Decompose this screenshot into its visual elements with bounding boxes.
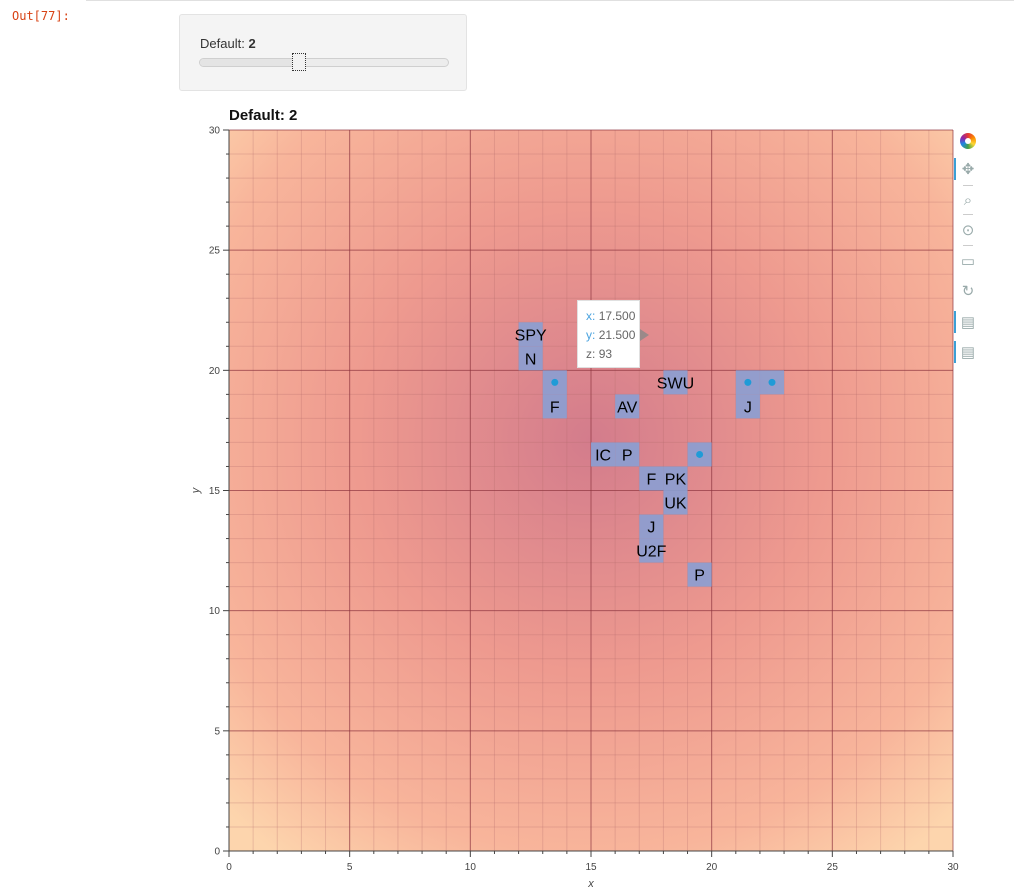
data-cell	[663, 466, 688, 491]
toolbar-divider	[963, 214, 973, 215]
cell-marker	[696, 450, 704, 458]
x-tick-label: 20	[706, 862, 718, 873]
slider-track[interactable]	[199, 53, 449, 71]
toolbar-divider	[963, 185, 973, 186]
cell-label: SPY	[515, 327, 547, 344]
output-prompt: Out[77]:	[12, 9, 70, 23]
cell-label: SWU	[657, 375, 694, 392]
save-icon[interactable]: ▭	[960, 253, 976, 270]
cell-label: IC	[595, 447, 611, 464]
data-cell	[615, 394, 640, 419]
tooltip-x-row: x: 17.500	[586, 309, 636, 323]
cell-label: J	[647, 520, 655, 537]
data-cell	[542, 394, 567, 419]
tooltip-z-row: z: 93	[586, 347, 613, 361]
data-cell	[735, 394, 760, 419]
box-zoom-icon[interactable]: ⌕	[963, 191, 973, 209]
cell-marker	[768, 378, 776, 386]
wheel-zoom-icon[interactable]: ⊙	[961, 222, 975, 239]
data-cell	[518, 322, 543, 347]
y-tick-label: 30	[209, 126, 221, 137]
cell-label: U2F	[636, 544, 666, 561]
data-cell	[639, 466, 664, 491]
reset-icon[interactable]: ↻	[961, 283, 975, 300]
cell-label: F	[646, 471, 656, 488]
cell-marker	[744, 378, 752, 386]
x-tick-label: 0	[226, 862, 232, 873]
cell-label: P	[622, 447, 633, 464]
cell-label: UK	[664, 496, 687, 513]
hover-tooltip: x: 17.500 y: 21.500 z: 93	[577, 300, 640, 368]
x-tick-label: 25	[827, 862, 839, 873]
y-tick-label: 10	[209, 606, 221, 617]
plot-title: Default: 2	[229, 107, 298, 124]
x-axis-label: x	[587, 878, 594, 888]
x-tick-label: 15	[585, 862, 597, 873]
data-cell	[639, 514, 664, 539]
hover-icon[interactable]: ▤	[954, 341, 979, 363]
toolbar-divider	[963, 245, 973, 246]
slider-fill	[200, 59, 300, 66]
y-tick-label: 5	[214, 726, 220, 737]
plot-toolbar: ✥ ⌕ ⊙ ▭ ↻ ▤ ▤	[954, 128, 984, 378]
x-tick-label: 5	[347, 862, 353, 873]
y-tick-label: 0	[214, 847, 220, 858]
x-tick-label: 30	[947, 862, 959, 873]
data-cell	[518, 346, 543, 371]
data-cell	[615, 442, 640, 467]
tooltip-y-row: y: 21.500	[586, 328, 636, 342]
cell-top-border	[86, 0, 1014, 1]
data-cell	[663, 370, 688, 395]
slider-widget: Default: 2	[179, 14, 467, 91]
slider-label: Default: 2	[200, 36, 256, 51]
cell-label: P	[694, 568, 705, 585]
data-cell	[687, 562, 712, 587]
hover-icon[interactable]: ▤	[954, 311, 979, 333]
data-cell	[663, 490, 688, 515]
pan-icon[interactable]: ✥	[954, 158, 979, 180]
y-tick-label: 20	[209, 366, 221, 377]
tooltip-arrow	[640, 329, 649, 341]
y-tick-label: 15	[209, 486, 221, 497]
slider-handle[interactable]	[292, 53, 307, 71]
data-cell	[639, 538, 664, 563]
data-cell	[591, 442, 616, 467]
cell-label: N	[525, 351, 537, 368]
slider-value: 2	[248, 36, 256, 51]
y-tick-label: 25	[209, 246, 221, 257]
x-tick-label: 10	[465, 862, 477, 873]
y-axis-label: y	[190, 486, 202, 494]
cell-label: PK	[665, 471, 687, 488]
cell-label: AV	[617, 399, 637, 416]
cell-label: J	[744, 399, 752, 416]
bokeh-logo-icon[interactable]	[957, 130, 979, 152]
cell-marker	[551, 378, 559, 386]
cell-label: F	[550, 399, 560, 416]
